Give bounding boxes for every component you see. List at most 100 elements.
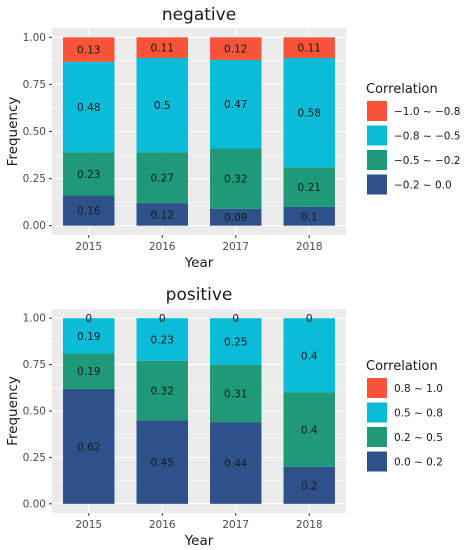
x-axis-title: Year bbox=[184, 255, 214, 271]
bar-segment bbox=[63, 318, 115, 354]
legend-label: −1.0 ~ −0.8 bbox=[394, 106, 460, 118]
x-tick-label: 2018 bbox=[296, 519, 323, 531]
y-axis-title: Frequency bbox=[5, 376, 21, 446]
legend-label: 0.8 ~ 1.0 bbox=[394, 383, 443, 395]
bar-segment bbox=[63, 37, 115, 62]
y-tick-label: 0.75 bbox=[23, 359, 46, 371]
bar-segment bbox=[210, 318, 262, 365]
bar-label: 0.5 bbox=[154, 100, 171, 112]
bar-label: 0.45 bbox=[151, 457, 174, 469]
legend-swatch bbox=[367, 150, 387, 170]
bar-label: 0.4 bbox=[301, 425, 318, 437]
bar-segment bbox=[210, 422, 262, 504]
chart-panel-negative: 0.16 0.23 0.48 0.13 0.12 0.27 0.5 0.11 0.09 0.32 0… bbox=[5, 5, 460, 271]
bar-segment bbox=[63, 195, 115, 226]
bar-segment bbox=[136, 420, 188, 504]
y-tick-label: 0.00 bbox=[23, 498, 46, 510]
bar-label: 0.13 bbox=[77, 45, 100, 57]
x-tick-label: 2016 bbox=[149, 519, 176, 531]
legend-swatch bbox=[367, 427, 387, 447]
bar-segment bbox=[210, 59, 262, 149]
y-tick-label: 1.00 bbox=[23, 32, 46, 44]
bar-label: 0.25 bbox=[224, 336, 247, 348]
bar-segment bbox=[210, 148, 262, 209]
bar-label: 0.47 bbox=[224, 99, 247, 111]
x-tick-label: 2018 bbox=[296, 241, 323, 253]
bar-label: 0.11 bbox=[298, 43, 321, 55]
bar-label: 0.27 bbox=[151, 173, 174, 185]
bar-label: 0.12 bbox=[151, 209, 174, 221]
bar-label: 0.21 bbox=[298, 182, 321, 194]
bar-label: 0 bbox=[232, 313, 239, 325]
bar-segment bbox=[136, 360, 188, 421]
bar-segment bbox=[63, 388, 115, 504]
bar-segment bbox=[283, 58, 335, 168]
y-tick-label: 0.25 bbox=[23, 452, 46, 464]
bar-label: 0.09 bbox=[224, 212, 247, 224]
bar-label: 0 bbox=[306, 313, 313, 325]
bar-label: 0 bbox=[85, 313, 92, 325]
legend-swatch bbox=[367, 125, 387, 146]
x-tick-label: 2015 bbox=[75, 519, 102, 531]
legend-label: −0.2 ~ 0.0 bbox=[394, 180, 452, 192]
bar-label: 0.12 bbox=[224, 44, 247, 56]
x-tick-label: 2016 bbox=[149, 241, 176, 253]
bar-label: 0.58 bbox=[298, 108, 321, 120]
y-tick-label: 1.00 bbox=[23, 313, 46, 325]
x-tick-label: 2015 bbox=[75, 241, 102, 253]
bar-label: 0.23 bbox=[77, 169, 100, 181]
legend-swatch bbox=[367, 101, 387, 121]
y-tick-label: 0.50 bbox=[23, 126, 46, 138]
legend-label: −0.8 ~ −0.5 bbox=[394, 131, 460, 143]
bar-label: 0.48 bbox=[77, 102, 100, 114]
bar-segment bbox=[283, 167, 335, 207]
bar-label: 0.23 bbox=[151, 335, 174, 347]
bar-label: 0.19 bbox=[77, 331, 100, 343]
bar-label: 0 bbox=[159, 313, 166, 325]
y-tick-label: 0.25 bbox=[23, 173, 46, 185]
y-tick-label: 0.50 bbox=[23, 406, 46, 418]
y-axis-title: Frequency bbox=[5, 97, 21, 167]
chart-title: positive bbox=[166, 285, 233, 305]
x-tick-label: 2017 bbox=[222, 519, 249, 531]
x-axis-title: Year bbox=[184, 533, 214, 549]
chart-title: negative bbox=[162, 5, 236, 25]
bar-segment bbox=[136, 203, 188, 226]
bar-segment bbox=[210, 364, 262, 423]
y-tick-label: 0.00 bbox=[23, 220, 46, 232]
y-tick-label: 0.75 bbox=[23, 79, 46, 91]
bar-segment bbox=[210, 37, 262, 60]
bar-label: 0.32 bbox=[151, 386, 174, 398]
bar-label: 0.32 bbox=[224, 174, 247, 186]
bar-segment bbox=[283, 318, 335, 393]
bar-segment bbox=[283, 466, 335, 504]
bar-label: 0.44 bbox=[224, 458, 248, 470]
legend-title: Correlation bbox=[366, 359, 438, 374]
bar-segment bbox=[283, 206, 335, 226]
bar-segment bbox=[283, 392, 335, 467]
legend-label: 0.2 ~ 0.5 bbox=[394, 432, 443, 444]
bar-segment bbox=[136, 58, 188, 153]
legend-swatch bbox=[367, 402, 387, 423]
bar-segment bbox=[63, 353, 115, 389]
bar-segment bbox=[283, 37, 335, 59]
bar-label: 0.2 bbox=[301, 480, 318, 492]
legend-swatch bbox=[367, 451, 387, 472]
legend-swatch bbox=[367, 174, 387, 195]
bar-segment bbox=[63, 152, 115, 196]
legend-swatch bbox=[367, 378, 387, 398]
bar-segment bbox=[136, 37, 188, 59]
bar-label: 0.1 bbox=[301, 211, 318, 223]
bar-label: 0.62 bbox=[77, 441, 100, 453]
bar-segment bbox=[136, 152, 188, 204]
bar-label: 0.4 bbox=[301, 350, 318, 362]
bar-segment bbox=[63, 61, 115, 153]
legend-label: 0.0 ~ 0.2 bbox=[394, 457, 443, 469]
x-tick-label: 2017 bbox=[222, 241, 249, 253]
bar-label: 0.19 bbox=[77, 366, 100, 378]
bar-segment bbox=[136, 318, 188, 361]
legend-label: 0.5 ~ 0.8 bbox=[394, 408, 443, 420]
bar-label: 0.31 bbox=[224, 388, 247, 400]
legend-title: Correlation bbox=[366, 82, 438, 97]
